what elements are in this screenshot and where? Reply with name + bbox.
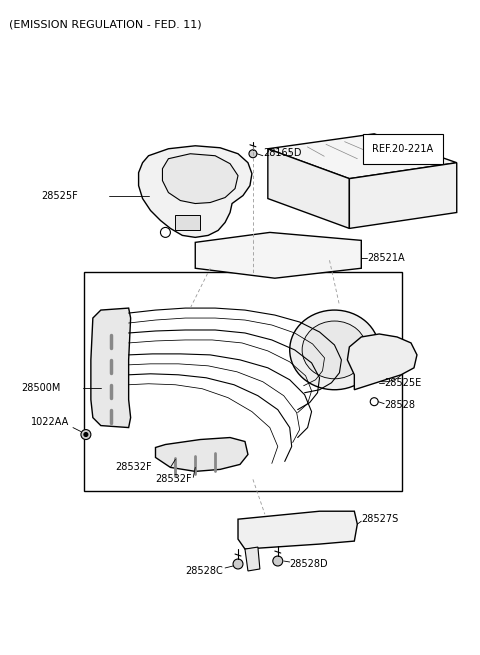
Circle shape [106, 325, 116, 335]
Polygon shape [245, 547, 260, 571]
Circle shape [273, 556, 283, 566]
Text: 28525F: 28525F [41, 191, 78, 200]
Circle shape [233, 559, 243, 569]
Text: 28528D: 28528D [290, 559, 328, 569]
Text: 28500M: 28500M [21, 383, 60, 393]
Text: 28527S: 28527S [361, 514, 398, 524]
Polygon shape [348, 334, 417, 390]
Polygon shape [91, 308, 131, 428]
Circle shape [193, 156, 207, 170]
Polygon shape [268, 134, 457, 179]
Polygon shape [238, 511, 357, 549]
Circle shape [171, 451, 180, 458]
Ellipse shape [290, 310, 379, 390]
Polygon shape [175, 215, 200, 231]
Text: 28165D: 28165D [263, 148, 301, 158]
Polygon shape [349, 162, 457, 229]
Circle shape [211, 445, 219, 453]
Polygon shape [268, 149, 349, 229]
Polygon shape [156, 438, 248, 472]
Circle shape [106, 400, 116, 409]
Ellipse shape [302, 321, 367, 379]
Text: (EMISSION REGULATION - FED. 11): (EMISSION REGULATION - FED. 11) [9, 19, 202, 29]
Circle shape [192, 449, 199, 457]
Polygon shape [162, 154, 238, 204]
Text: 28532F: 28532F [156, 474, 192, 484]
Text: 28521A: 28521A [367, 253, 405, 263]
Circle shape [84, 432, 88, 436]
Polygon shape [195, 233, 361, 278]
Text: 1022AA: 1022AA [31, 417, 70, 426]
Circle shape [106, 350, 116, 360]
Circle shape [106, 375, 116, 384]
Circle shape [81, 430, 91, 440]
Text: 28532F: 28532F [116, 462, 152, 472]
Bar [84, 272, 402, 491]
Circle shape [249, 150, 257, 158]
Text: 28528C: 28528C [185, 566, 223, 576]
Text: 28528: 28528 [384, 400, 415, 409]
Text: REF.20-221A: REF.20-221A [372, 144, 433, 154]
Text: 28525E: 28525E [384, 378, 421, 388]
Polygon shape [139, 146, 252, 237]
